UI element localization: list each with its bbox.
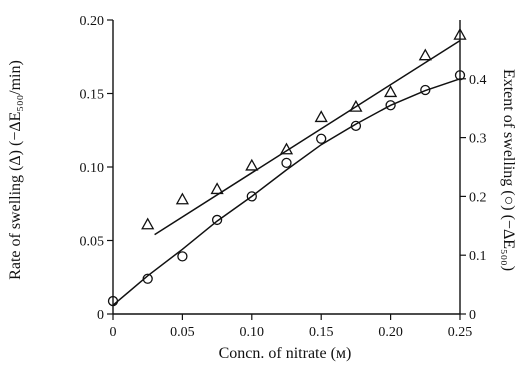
extent-circle-point [246, 191, 257, 202]
ticks: 0 0.05 0.10 0.15 0.20 0.25 0 0.05 0.10 0.15 0.20 0 0… [80, 14, 487, 340]
x-tick-label: 0 [110, 325, 117, 340]
rate-fit-line [154, 39, 461, 236]
y-right-tick-label: 0.1 [469, 249, 487, 264]
y-right-tick-label: 0.3 [469, 132, 487, 147]
rate-triangle-point [383, 85, 398, 98]
y-left-tick-label: 0 [97, 308, 104, 323]
x-tick-label: 0.10 [240, 325, 265, 340]
data-markers [107, 27, 467, 307]
rate-triangle-point [418, 48, 432, 61]
rate-triangle-point [279, 142, 294, 155]
y-right-tick-label: 0.4 [469, 73, 487, 88]
extent-circle-point [177, 251, 188, 262]
y-right-tick-label: 0 [469, 308, 476, 323]
y-left-tick-label: 0.20 [80, 14, 105, 29]
rate-triangle-point [141, 217, 155, 230]
rate-triangle-point [314, 110, 328, 123]
y-left-tick-label: 0.05 [80, 235, 105, 250]
rate-triangle-point [349, 99, 363, 112]
extent-fit-line [112, 78, 461, 306]
rate-triangle-point [245, 158, 259, 171]
rate-triangle-point [175, 192, 190, 205]
y-right-tick-label: 0.2 [469, 190, 487, 205]
extent-circle-point [281, 157, 292, 169]
extent-circle-point [211, 214, 223, 226]
rate-triangle-point [453, 27, 467, 40]
rate-triangle-point [210, 182, 224, 195]
y-left-tick-label: 0.15 [80, 88, 105, 103]
extent-circle-point [420, 84, 431, 96]
extent-circle-point [385, 100, 396, 111]
extent-circle-point [107, 295, 119, 307]
extent-circle-point [142, 273, 153, 284]
x-tick-label: 0.25 [448, 325, 473, 340]
x-axis-label: Concn. of nitrate (м) [219, 345, 352, 362]
x-tick-label: 0.20 [378, 325, 403, 340]
y-axis-left-label: Rate of swelling (Δ) (−ΔE₅₀₀/min) [7, 60, 24, 280]
extent-circle-point [350, 120, 362, 131]
extent-circle-point [316, 133, 327, 144]
y-axis-right-label: Extent of swelling (○) (−ΔE₅₀₀) [500, 69, 517, 271]
x-tick-label: 0.05 [170, 325, 195, 340]
x-tick-label: 0.15 [309, 325, 334, 340]
fit-lines [112, 39, 461, 306]
extent-circle-point [454, 70, 466, 81]
y-left-tick-label: 0.10 [80, 161, 105, 176]
